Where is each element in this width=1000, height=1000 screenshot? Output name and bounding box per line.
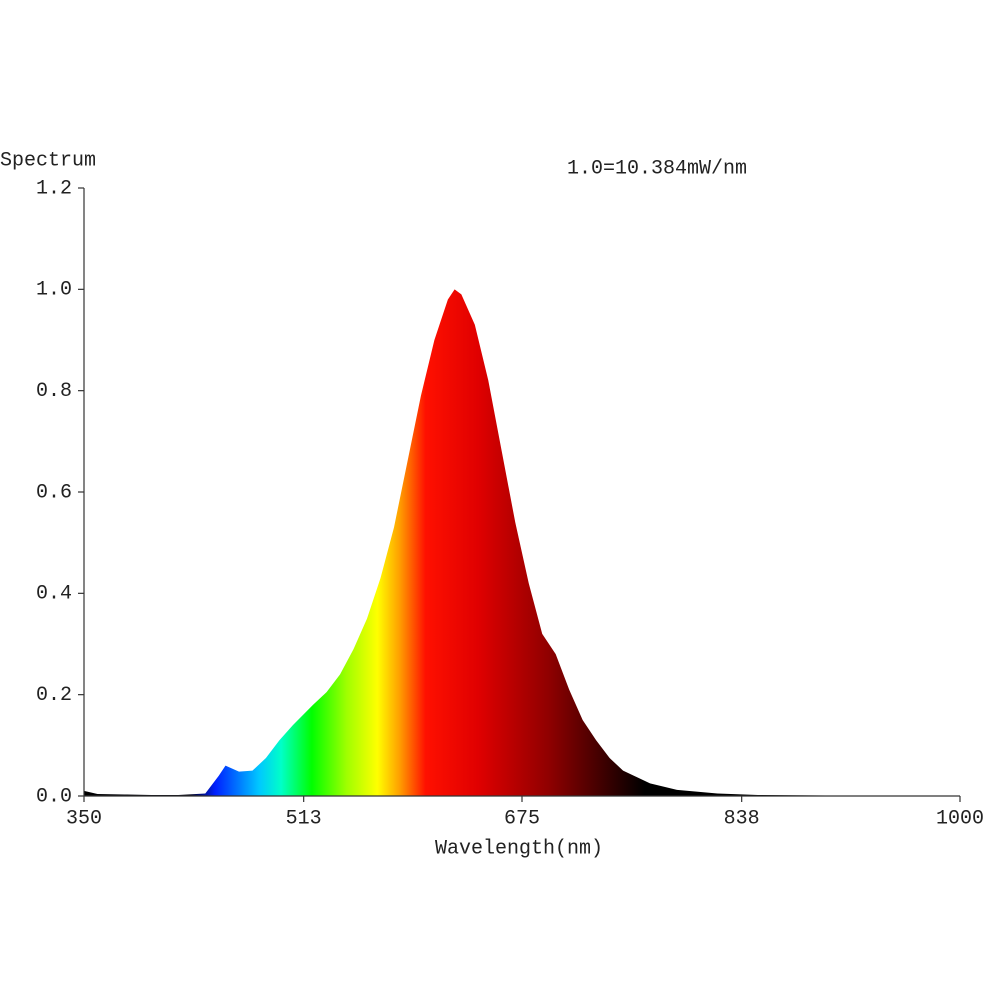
- x-axis-title: Wavelength(nm): [435, 837, 603, 860]
- x-tick-label: 838: [724, 807, 760, 830]
- x-tick-label: 513: [286, 807, 322, 830]
- y-tick-label: 0.2: [36, 684, 72, 707]
- y-tick-label: 1.2: [36, 177, 72, 200]
- annotation: 1.0=10.384mW/nm: [567, 157, 747, 180]
- y-tick-label: 1.0: [36, 279, 72, 302]
- spectrum-area: [84, 289, 960, 796]
- y-tick-label: 0.0: [36, 785, 72, 808]
- x-tick-label: 675: [504, 807, 540, 830]
- y-tick-label: 0.4: [36, 583, 72, 606]
- plot-area: [84, 289, 960, 796]
- x-tick-label: 1000: [936, 807, 984, 830]
- y-tick-label: 0.6: [36, 481, 72, 504]
- y-tick-label: 0.8: [36, 380, 72, 403]
- y-axis-title: Spectrum: [0, 149, 96, 172]
- x-tick-label: 350: [66, 807, 102, 830]
